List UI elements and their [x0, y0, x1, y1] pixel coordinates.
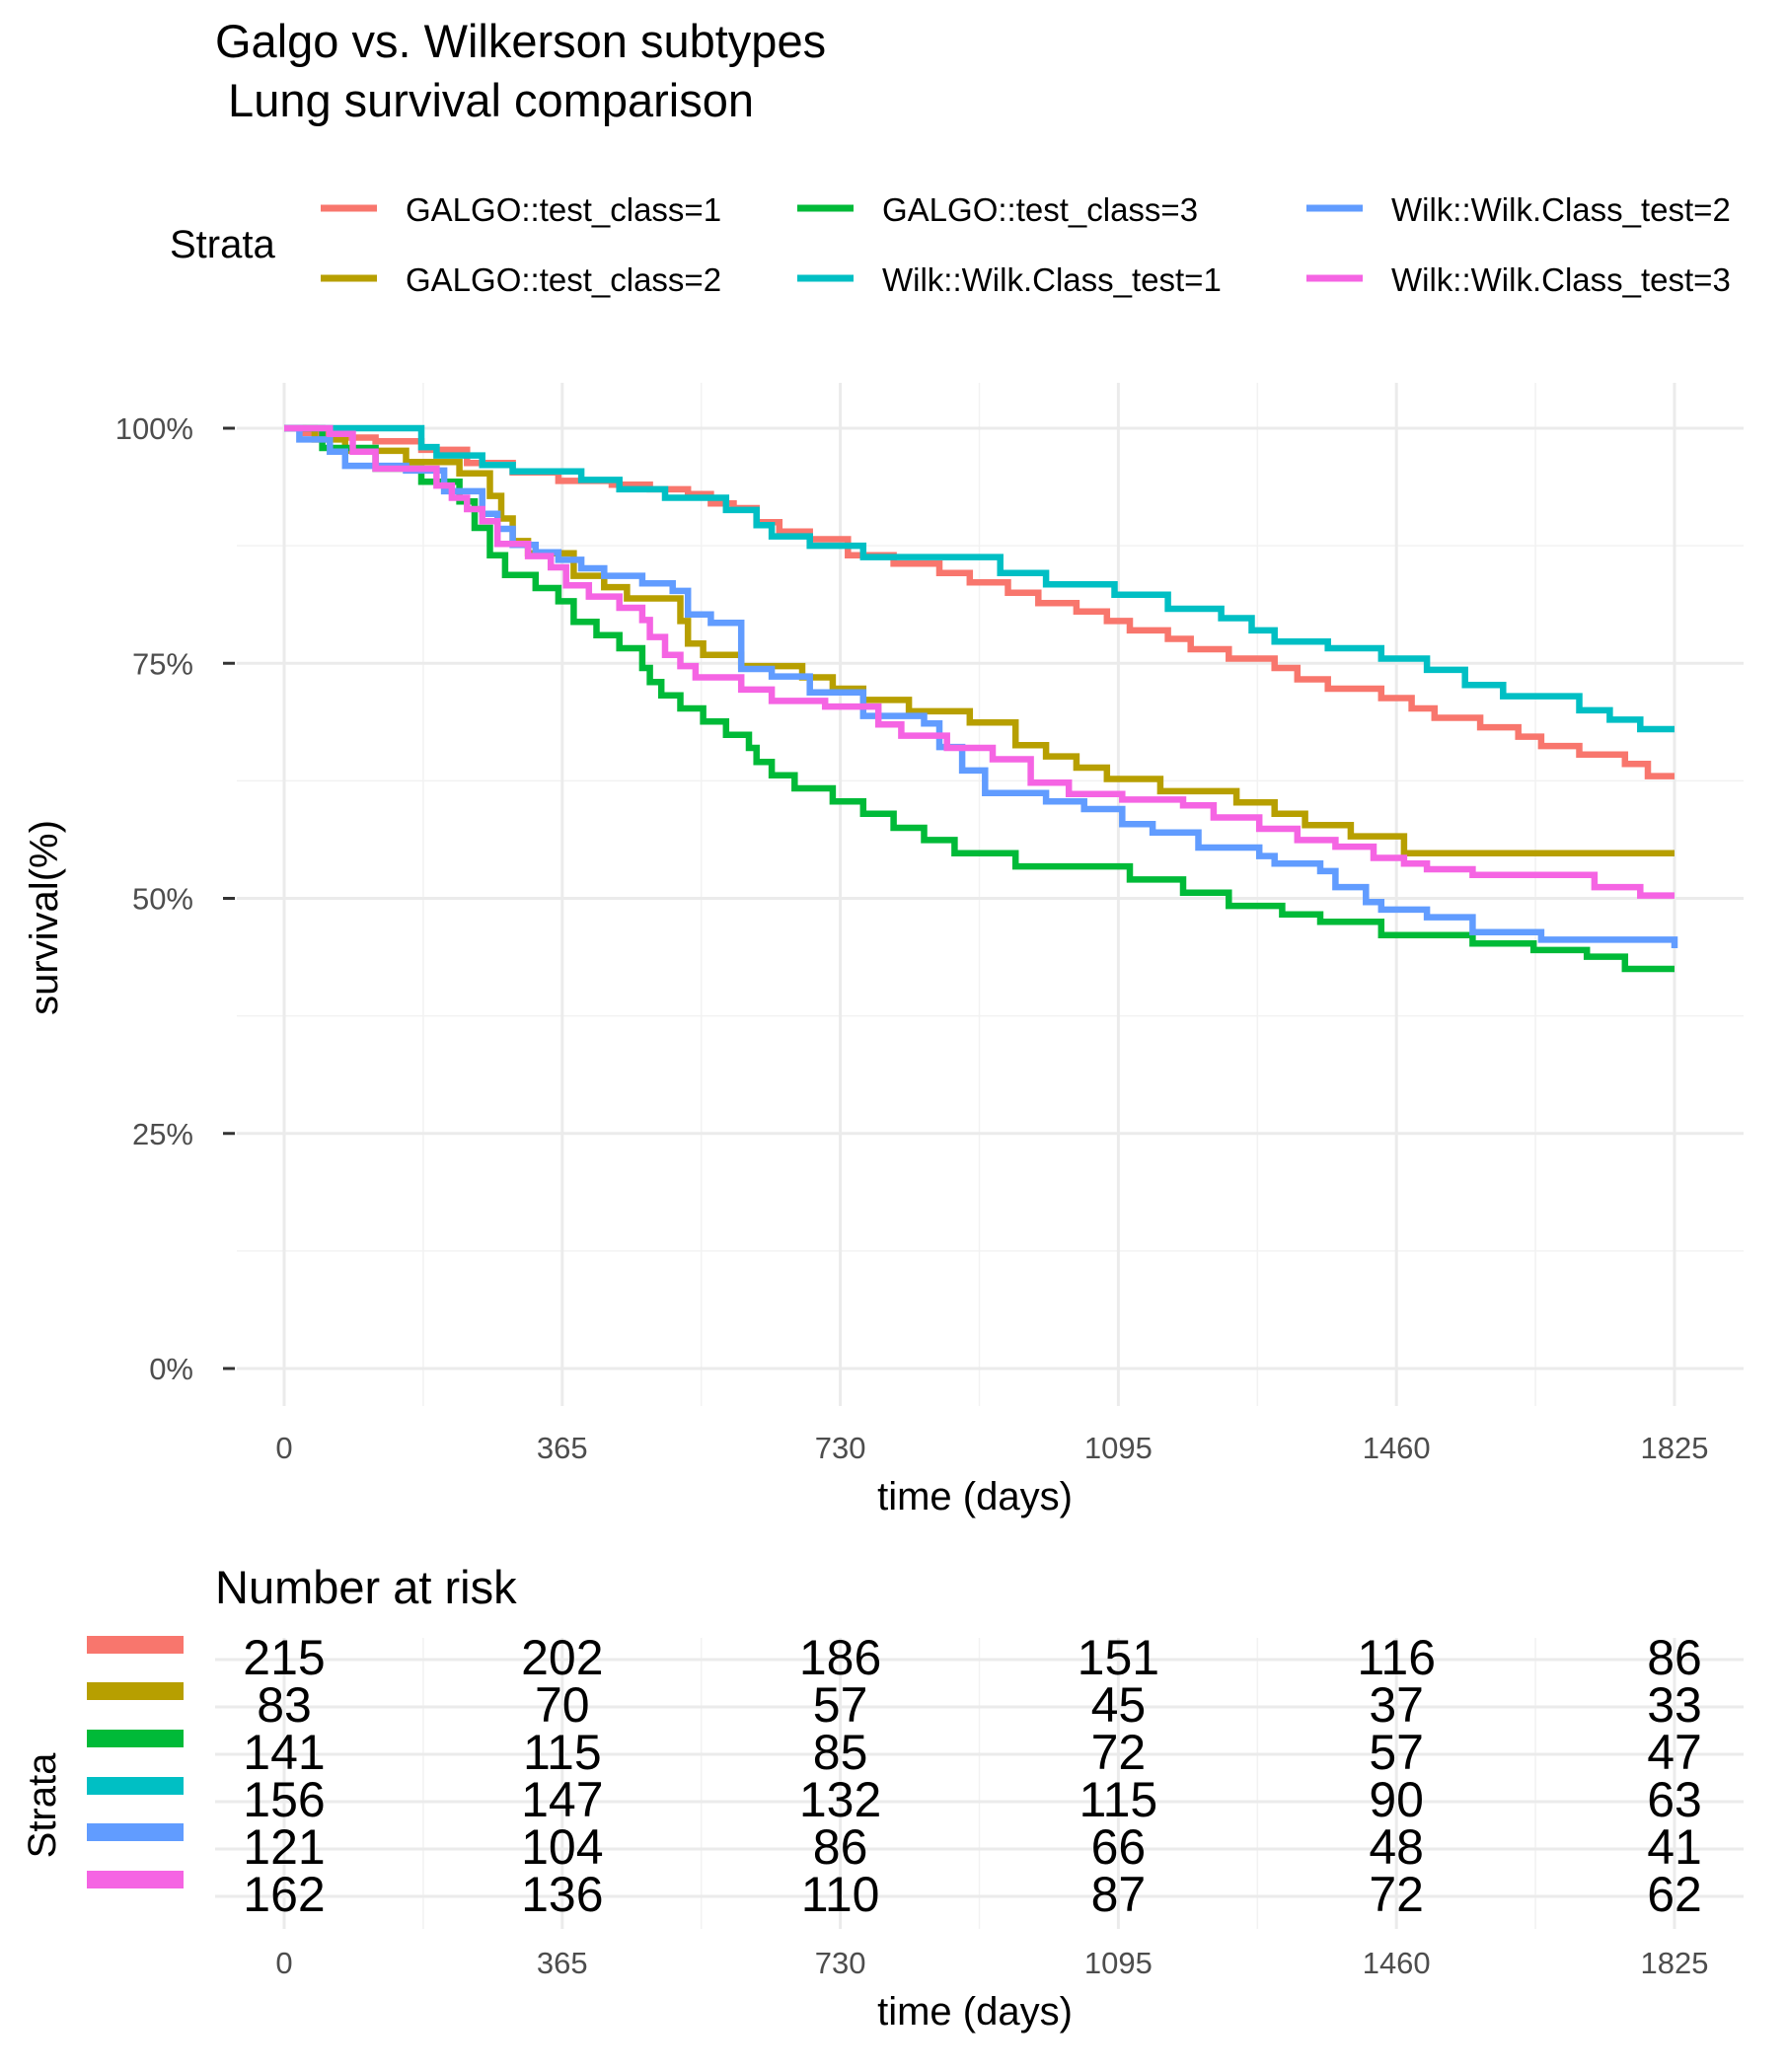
- legend-label-3: GALGO::test_class=3: [882, 191, 1198, 228]
- risk-value: 136: [521, 1867, 603, 1922]
- risk-strata-key-4: [87, 1777, 184, 1795]
- risk-value: 47: [1647, 1725, 1702, 1780]
- risk-value: 116: [1357, 1630, 1436, 1685]
- risk-value: 37: [1369, 1677, 1424, 1733]
- risk-value: 48: [1369, 1819, 1424, 1875]
- risk-x-tick-label: 1825: [1641, 1946, 1709, 1980]
- risk-x-tick-label: 365: [537, 1946, 588, 1980]
- legend-label-1: GALGO::test_class=1: [406, 191, 721, 228]
- risk-value: 72: [1369, 1867, 1424, 1922]
- risk-value: 202: [521, 1630, 603, 1685]
- risk-value: 151: [1078, 1630, 1159, 1685]
- y-tick-label: 100%: [115, 411, 193, 446]
- series-line-3: [284, 424, 1674, 973]
- risk-value: 86: [1647, 1630, 1702, 1685]
- risk-x-tick-label: 1460: [1363, 1946, 1431, 1980]
- risk-value: 66: [1091, 1819, 1147, 1875]
- risk-strata-key-5: [87, 1823, 184, 1841]
- risk-value: 62: [1647, 1867, 1702, 1922]
- risk-value: 162: [243, 1867, 325, 1922]
- risk-value: 85: [813, 1725, 868, 1780]
- risk-x-tick-label: 1095: [1084, 1946, 1153, 1980]
- risk-value: 132: [799, 1772, 881, 1827]
- y-tick-label: 25%: [132, 1117, 193, 1151]
- risk-table-x-title: time (days): [877, 1990, 1073, 2034]
- risk-x-tick-label: 0: [275, 1946, 292, 1980]
- risk-value: 110: [801, 1867, 880, 1922]
- risk-value: 86: [813, 1819, 868, 1875]
- risk-value: 147: [521, 1772, 603, 1827]
- risk-value: 115: [523, 1725, 602, 1780]
- risk-value: 186: [799, 1630, 881, 1685]
- risk-value: 104: [521, 1819, 603, 1875]
- risk-value: 70: [535, 1677, 590, 1733]
- x-tick-label: 0: [275, 1431, 292, 1465]
- x-tick-label: 730: [815, 1431, 866, 1465]
- risk-strata-key-1: [87, 1636, 184, 1654]
- y-tick-label: 0%: [149, 1352, 193, 1386]
- x-tick-label: 1825: [1641, 1431, 1709, 1465]
- legend-label-2: GALGO::test_class=2: [406, 261, 721, 298]
- chart-title-line1: Galgo vs. Wilkerson subtypes: [215, 15, 826, 67]
- y-axis-title: survival(%): [23, 820, 66, 1015]
- risk-value: 57: [1369, 1725, 1424, 1780]
- risk-value: 215: [243, 1630, 325, 1685]
- legend-label-4: Wilk::Wilk.Class_test=1: [882, 261, 1222, 298]
- legend-label-6: Wilk::Wilk.Class_test=3: [1391, 261, 1731, 298]
- series-line-6: [284, 424, 1674, 899]
- survival-plot-panel: 0% 25% 50% 75% 100% 0 365 730 1095 1460 1825: [115, 383, 1744, 1465]
- risk-value: 115: [1079, 1772, 1158, 1827]
- risk-value: 141: [243, 1725, 325, 1780]
- risk-value: 87: [1091, 1867, 1147, 1922]
- risk-table: 215 202 186 151 116 86 83 70 57 45 37 33 141 115 85 72 5…: [87, 1630, 1744, 1980]
- risk-strata-key-3: [87, 1730, 184, 1747]
- y-tick-label: 50%: [132, 882, 193, 917]
- legend-label-5: Wilk::Wilk.Class_test=2: [1391, 191, 1731, 228]
- risk-value: 83: [257, 1677, 312, 1733]
- risk-value: 156: [243, 1772, 325, 1827]
- x-tick-label: 1460: [1363, 1431, 1431, 1465]
- risk-strata-key-2: [87, 1682, 184, 1700]
- series-line-4: [284, 424, 1674, 733]
- risk-strata-key-6: [87, 1871, 184, 1888]
- risk-value: 57: [813, 1677, 868, 1733]
- risk-value: 41: [1647, 1819, 1702, 1875]
- risk-value: 72: [1091, 1725, 1147, 1780]
- risk-value: 90: [1369, 1772, 1424, 1827]
- x-tick-label: 1095: [1084, 1431, 1153, 1465]
- risk-table-title: Number at risk: [215, 1561, 517, 1613]
- risk-x-tick-label: 730: [815, 1946, 866, 1980]
- risk-value: 45: [1091, 1677, 1147, 1733]
- y-tick-label: 75%: [132, 646, 193, 681]
- x-axis-title: time (days): [877, 1475, 1073, 1518]
- legend: Strata GALGO::test_class=1GALGO::test_cl…: [170, 191, 1731, 298]
- legend-title: Strata: [170, 223, 275, 266]
- risk-table-y-title: Strata: [21, 1752, 64, 1858]
- x-tick-label: 365: [537, 1431, 588, 1465]
- risk-value: 63: [1647, 1772, 1702, 1827]
- series-line-5: [284, 424, 1678, 948]
- risk-value: 121: [243, 1819, 325, 1875]
- risk-value: 33: [1647, 1677, 1702, 1733]
- chart-title-line2: Lung survival comparison: [215, 74, 754, 126]
